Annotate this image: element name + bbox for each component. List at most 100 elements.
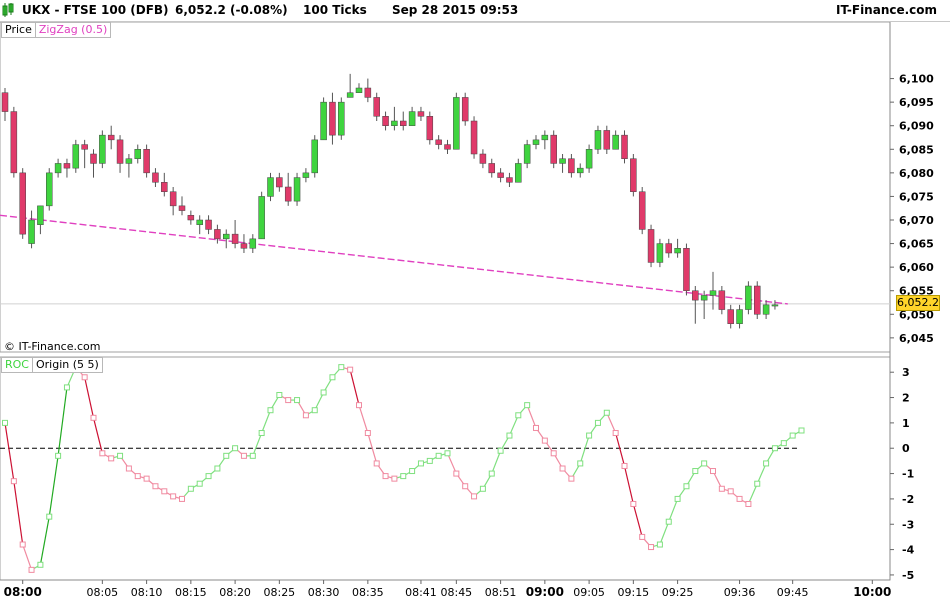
roc-point bbox=[205, 473, 212, 480]
candle-body bbox=[426, 116, 434, 141]
candle-body bbox=[417, 111, 425, 117]
tab-zigzag[interactable]: ZigZag (0.5) bbox=[34, 23, 110, 37]
time-axis-label: 09:45 bbox=[777, 586, 809, 599]
candle-body bbox=[727, 309, 734, 324]
roc-point bbox=[10, 478, 17, 485]
candle-body bbox=[497, 172, 504, 178]
roc-segment bbox=[579, 435, 590, 464]
roc-axis: 3 2 1 0 -1 -2 -3 -4 -5 bbox=[890, 366, 915, 582]
roc-point bbox=[320, 389, 327, 396]
roc-point bbox=[435, 452, 442, 459]
candle-body bbox=[249, 238, 257, 249]
candle-body bbox=[585, 149, 593, 169]
candle-body bbox=[577, 167, 584, 174]
roc-segment bbox=[13, 481, 24, 545]
roc-axis-label: 1 bbox=[902, 417, 910, 430]
roc-point bbox=[240, 452, 247, 459]
roc-segment bbox=[747, 483, 758, 505]
price-axis-label: 6,090 bbox=[899, 120, 934, 133]
roc-segment bbox=[606, 412, 617, 434]
roc-point bbox=[577, 460, 584, 467]
candle-body bbox=[338, 101, 345, 136]
candle-body bbox=[568, 158, 575, 174]
candle-body bbox=[258, 196, 265, 240]
candle-body bbox=[400, 120, 407, 126]
candlestick-app-icon bbox=[2, 3, 14, 17]
roc-axis-label: 3 bbox=[902, 366, 910, 379]
candle-body bbox=[373, 97, 380, 117]
roc-point bbox=[488, 470, 495, 477]
candle-body bbox=[665, 243, 672, 254]
candle-body bbox=[231, 233, 239, 244]
candle-body bbox=[718, 290, 726, 310]
candle-body bbox=[515, 163, 522, 183]
candle-body bbox=[311, 139, 318, 174]
candle-body bbox=[28, 219, 35, 244]
roc-point bbox=[479, 485, 486, 492]
roc-point bbox=[338, 364, 345, 371]
candle-body bbox=[488, 163, 495, 174]
candle-body bbox=[736, 309, 743, 324]
roc-point bbox=[99, 450, 106, 457]
price-panel-tabs: Price ZigZag (0.5) bbox=[1, 22, 112, 38]
candle-body bbox=[709, 290, 717, 296]
roc-point bbox=[302, 412, 309, 419]
roc-axis-label: -4 bbox=[902, 544, 915, 557]
roc-point bbox=[187, 485, 194, 492]
time-axis-label: 08:41 bbox=[405, 586, 437, 599]
roc-point bbox=[161, 488, 168, 495]
candle-body bbox=[81, 144, 88, 150]
roc-point bbox=[789, 432, 796, 439]
candle-body bbox=[107, 134, 115, 141]
roc-point bbox=[541, 437, 548, 444]
roc-point bbox=[656, 541, 663, 548]
time-axis-label: 09:05 bbox=[573, 586, 605, 599]
roc-segment bbox=[48, 455, 59, 517]
roc-segment bbox=[39, 516, 50, 565]
roc-segment bbox=[349, 369, 360, 406]
roc-point bbox=[81, 374, 88, 381]
roc-point bbox=[196, 480, 203, 487]
roc-point bbox=[2, 419, 8, 426]
candle-body bbox=[196, 219, 203, 225]
candle-body bbox=[612, 134, 619, 150]
candle-body bbox=[408, 111, 416, 126]
price-panel-grid bbox=[0, 21, 891, 581]
roc-point bbox=[373, 460, 380, 467]
tab-price[interactable]: Price bbox=[5, 23, 32, 36]
tab-origin[interactable]: Origin (5 5) bbox=[31, 358, 102, 372]
roc-point bbox=[603, 409, 610, 416]
chart-header: UKX - FTSE 100 (DFB) 6,052.2 (-0.08%) 10… bbox=[0, 0, 950, 22]
price-axis-label: 6,075 bbox=[899, 190, 934, 203]
time-axis: 08:00 08:05 08:10 08:15 08:20 08:25 08:30 08:35… bbox=[0, 579, 891, 599]
roc-point bbox=[745, 500, 752, 507]
roc-segment bbox=[623, 465, 634, 505]
roc-axis-label: -5 bbox=[902, 569, 914, 582]
roc-axis-label: 2 bbox=[902, 392, 910, 405]
time-axis-label: 08:35 bbox=[352, 586, 384, 599]
roc-segment bbox=[615, 432, 626, 467]
price-axis-label: 6,045 bbox=[899, 332, 934, 345]
candle-body bbox=[187, 215, 195, 221]
roc-point bbox=[497, 447, 504, 454]
roc-axis-label: -3 bbox=[902, 518, 914, 531]
candle-body bbox=[541, 134, 549, 141]
roc-point bbox=[276, 392, 283, 399]
roc-point bbox=[400, 473, 407, 480]
roc-point bbox=[37, 561, 44, 568]
roc-point bbox=[329, 374, 336, 381]
roc-segment bbox=[668, 498, 679, 522]
candle-body bbox=[346, 92, 354, 98]
roc-segment bbox=[756, 463, 767, 484]
price-axis-label: 6,055 bbox=[899, 285, 934, 298]
candle-body bbox=[320, 101, 327, 141]
candle-body bbox=[382, 116, 389, 126]
candle-body bbox=[116, 139, 124, 164]
tab-roc[interactable]: ROC bbox=[5, 358, 29, 371]
roc-axis-label: -2 bbox=[902, 493, 914, 506]
roc-segment bbox=[358, 404, 369, 434]
roc-point bbox=[19, 541, 26, 548]
time-axis-label: 08:15 bbox=[175, 586, 207, 599]
roc-point bbox=[692, 468, 699, 475]
